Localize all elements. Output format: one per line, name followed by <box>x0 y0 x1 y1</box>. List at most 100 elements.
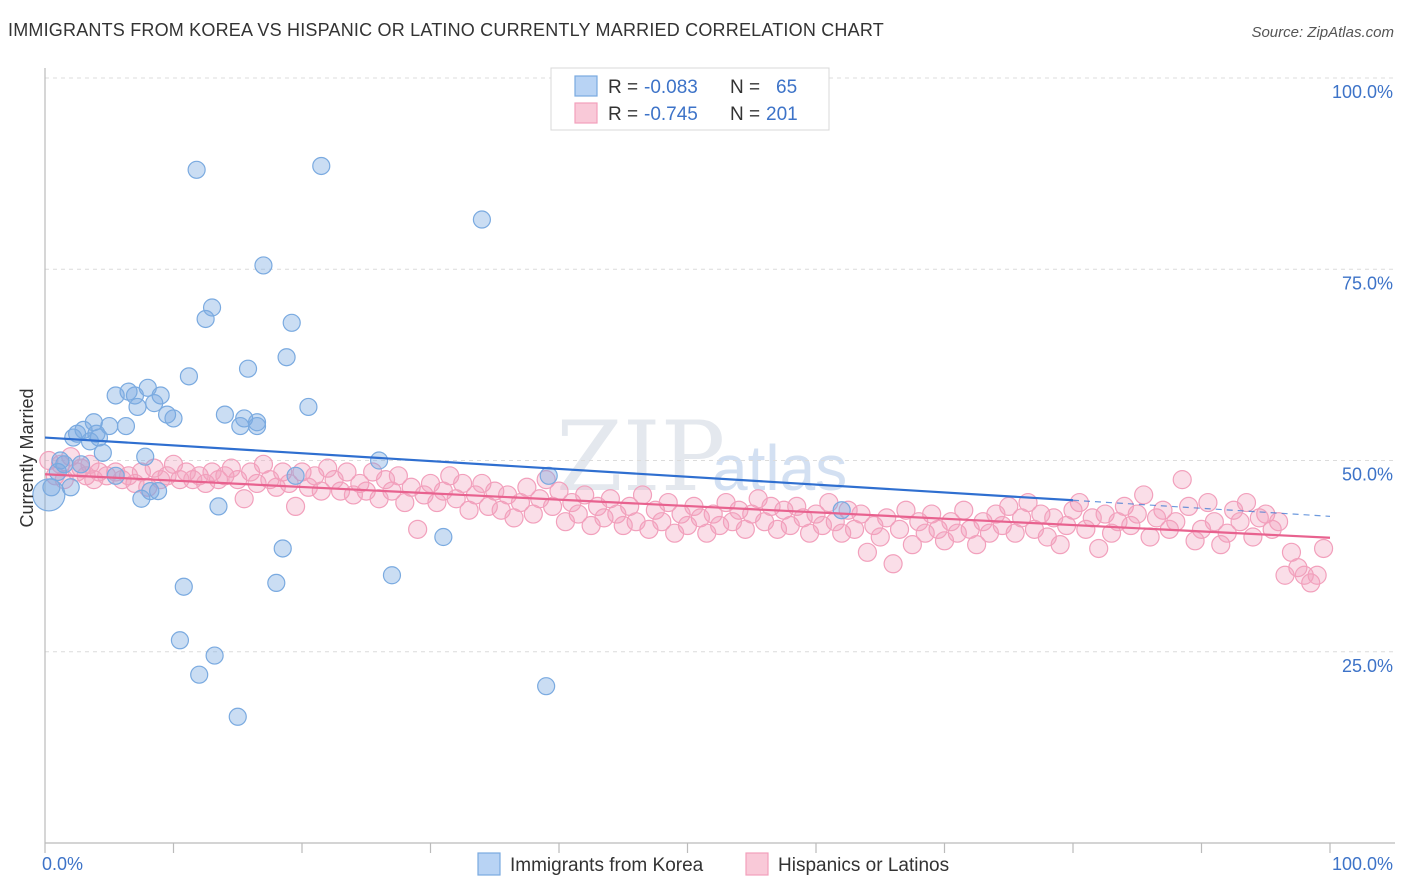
data-point-korea <box>215 405 234 424</box>
bottom-legend-swatch-hispanic <box>745 852 769 876</box>
data-point-hispanic <box>710 515 730 536</box>
data-point-hispanic <box>1140 527 1160 547</box>
y-tick-label: 25.0% <box>1342 656 1393 676</box>
data-point-korea <box>267 573 286 593</box>
data-point-hispanic <box>118 466 139 486</box>
data-point-hispanic <box>1268 512 1289 532</box>
data-point-hispanic <box>221 458 241 478</box>
x-tick-label: 100.0% <box>1332 854 1393 874</box>
data-point-korea <box>141 482 160 501</box>
bottom-legend-swatch-korea <box>477 852 501 876</box>
data-point-hispanic <box>947 523 967 543</box>
data-point-korea <box>472 210 491 229</box>
data-point-hispanic <box>1288 557 1308 578</box>
data-point-hispanic <box>285 496 306 516</box>
data-point-hispanic <box>575 485 595 505</box>
data-point-hispanic <box>1307 565 1327 585</box>
legend-n-label-hispanic: N = <box>730 104 760 125</box>
trend-lines <box>44 436 1331 539</box>
data-point-korea <box>205 646 224 665</box>
data-point-hispanic <box>1134 485 1154 505</box>
bottom-legend-label-hispanic: Hispanics or Latinos <box>778 855 949 876</box>
data-point-hispanic <box>889 519 910 539</box>
data-point-korea <box>116 416 136 436</box>
data-point-hispanic <box>1313 538 1334 559</box>
data-point-korea <box>174 577 193 596</box>
data-point-hispanic <box>1153 500 1173 520</box>
data-point-korea <box>196 309 215 329</box>
data-point-hispanic <box>189 466 209 486</box>
data-point-hispanic <box>902 535 922 555</box>
data-point-korea <box>247 413 267 432</box>
y-tick-label: 50.0% <box>1342 465 1393 485</box>
data-point-hispanic <box>1069 492 1090 513</box>
data-point-korea <box>42 478 61 497</box>
data-point-hispanic <box>594 508 614 528</box>
data-point-hispanic <box>330 481 351 501</box>
data-point-hispanic <box>388 466 408 486</box>
data-point-korea <box>128 397 147 417</box>
data-point-hispanic <box>812 515 833 536</box>
data-point-hispanic <box>1204 512 1224 532</box>
data-point-hispanic <box>915 523 935 543</box>
data-point-hispanic <box>1127 504 1147 524</box>
x-tick-label: 0.0% <box>42 854 83 874</box>
data-point-hispanic <box>215 466 235 486</box>
data-point-korea <box>228 707 247 726</box>
legend-swatch-hispanic <box>574 102 598 124</box>
watermark-atlas: atlas <box>712 432 847 504</box>
data-point-korea <box>106 466 125 485</box>
data-point-korea <box>286 466 305 485</box>
data-point-hispanic <box>967 535 987 555</box>
data-point-hispanic <box>883 554 903 574</box>
data-point-korea <box>93 443 112 462</box>
data-point-hispanic <box>350 473 370 494</box>
data-point-korea <box>539 466 558 485</box>
data-point-hispanic <box>1166 512 1186 532</box>
data-point-hispanic <box>318 458 338 478</box>
data-point-korea <box>179 367 199 386</box>
legend-r-label-korea: R = <box>608 77 638 98</box>
data-point-hispanic <box>870 527 890 547</box>
data-point-hispanic <box>613 515 633 536</box>
data-point-hispanic <box>877 508 897 528</box>
data-point-korea <box>273 539 292 558</box>
data-point-hispanic <box>941 512 961 532</box>
data-point-korea <box>254 256 273 275</box>
data-point-korea <box>61 478 80 497</box>
data-point-hispanic <box>857 542 878 562</box>
data-point-korea <box>151 386 170 405</box>
bottom-legend-label-korea: Immigrants from Korea <box>510 855 704 876</box>
watermark-zip: ZIP <box>556 401 725 513</box>
legend-r-value-korea: -0.083 <box>644 77 698 98</box>
legend-r-label-hispanic: R = <box>608 104 638 125</box>
data-point-hispanic <box>1101 523 1122 543</box>
data-point-hispanic <box>1050 535 1070 555</box>
trend-line-korea-extension <box>1072 499 1331 517</box>
trend-line-hispanic <box>44 473 1331 539</box>
data-point-korea <box>370 451 389 470</box>
legend-n-value-hispanic: 201 <box>766 104 798 125</box>
data-point-korea <box>434 527 453 547</box>
y-tick-label: 75.0% <box>1342 273 1393 293</box>
data-point-korea <box>382 566 402 585</box>
data-point-hispanic <box>896 500 916 520</box>
data-point-hispanic <box>1230 512 1250 532</box>
data-point-korea <box>148 482 168 501</box>
data-point-korea <box>247 416 267 436</box>
data-point-hispanic <box>1236 492 1257 513</box>
data-point-hispanic <box>568 504 588 524</box>
data-point-hispanic <box>729 500 749 520</box>
correlation-legend: R = -0.083 N = 65 R = -0.745 N = 201 <box>550 67 830 131</box>
data-point-hispanic <box>806 504 826 524</box>
y-axis-label: Currently Married <box>17 388 37 527</box>
data-point-korea <box>832 501 851 520</box>
data-point-hispanic <box>1089 538 1109 559</box>
data-point-hispanic <box>1172 470 1192 490</box>
data-point-hispanic <box>1301 573 1321 593</box>
data-point-korea <box>190 665 209 684</box>
data-point-hispanic <box>954 500 974 520</box>
legend-swatch-korea <box>574 75 598 97</box>
data-point-korea <box>277 348 296 367</box>
